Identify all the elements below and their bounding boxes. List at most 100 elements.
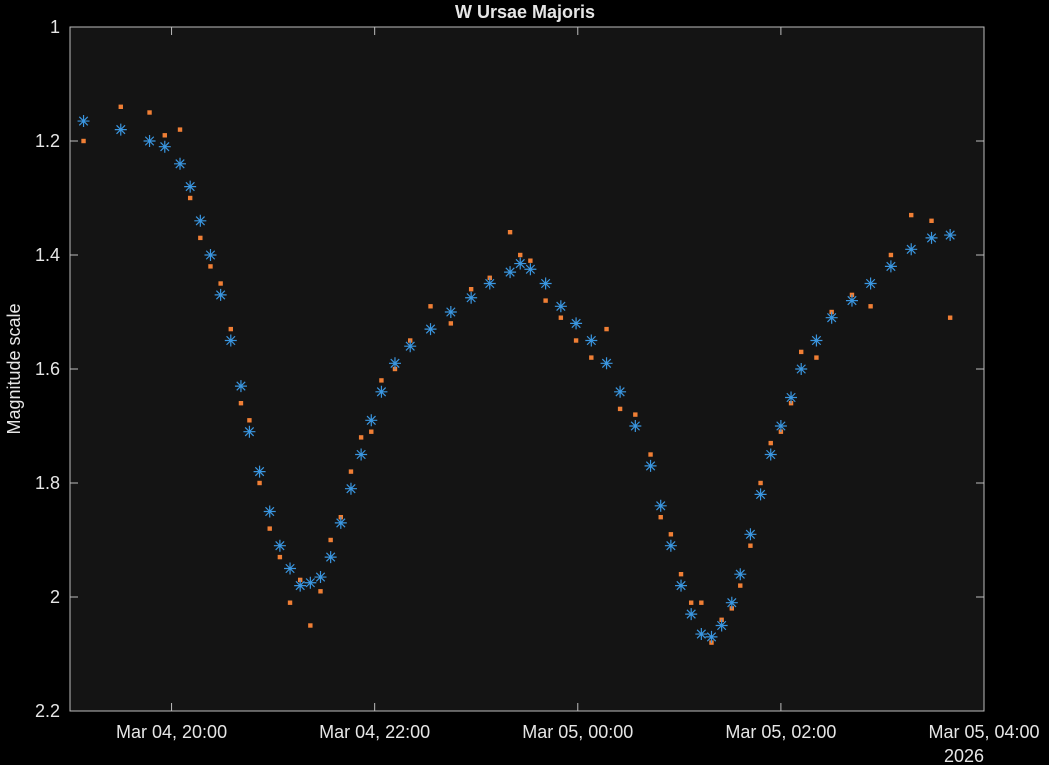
data-point xyxy=(944,229,957,242)
data-point xyxy=(768,440,773,446)
data-point xyxy=(748,543,753,548)
data-point xyxy=(754,488,767,501)
data-point xyxy=(277,554,283,560)
data-point xyxy=(355,448,368,461)
data-point xyxy=(888,252,894,258)
data-point xyxy=(810,334,823,347)
data-point xyxy=(348,469,354,474)
data-point xyxy=(187,195,193,201)
data-point xyxy=(884,260,897,273)
data-point xyxy=(214,288,227,301)
y-tick-label: 2.2 xyxy=(35,701,60,721)
data-point xyxy=(668,532,674,537)
data-point xyxy=(162,133,167,138)
data-point xyxy=(114,123,127,136)
data-point xyxy=(273,539,286,552)
data-point xyxy=(284,562,297,575)
data-point xyxy=(744,528,757,541)
data-point xyxy=(543,298,548,303)
data-point xyxy=(228,326,233,332)
data-point xyxy=(524,263,537,276)
data-point xyxy=(633,412,638,417)
data-point xyxy=(365,414,378,427)
data-point xyxy=(604,326,609,332)
data-point xyxy=(257,480,262,486)
x-tick-label: Mar 04, 20:00 xyxy=(116,722,227,742)
data-point xyxy=(267,526,272,531)
y-tick-label: 1.2 xyxy=(35,131,60,151)
data-point xyxy=(614,385,627,398)
data-point xyxy=(218,281,223,286)
data-point xyxy=(507,230,513,235)
x-tick-label: Mar 05, 04:00 xyxy=(928,722,1039,742)
data-point xyxy=(825,311,838,324)
data-point xyxy=(444,306,457,318)
data-point xyxy=(198,235,203,241)
data-point xyxy=(428,304,433,309)
data-point xyxy=(573,338,579,343)
data-point xyxy=(238,401,244,406)
data-point xyxy=(158,140,171,153)
data-point xyxy=(143,135,156,147)
data-point xyxy=(814,355,819,360)
x-tick-label: Mar 05, 02:00 xyxy=(725,722,836,742)
data-point xyxy=(589,355,594,360)
data-point xyxy=(224,334,237,347)
data-point xyxy=(204,249,217,261)
data-point xyxy=(318,589,323,594)
data-point xyxy=(81,138,86,144)
y-tick-label: 1.4 xyxy=(35,245,60,265)
data-point xyxy=(764,448,777,461)
data-point xyxy=(375,385,388,398)
data-point xyxy=(379,378,384,383)
data-point xyxy=(554,300,567,313)
x-tick-label: Mar 05, 00:00 xyxy=(522,722,633,742)
data-point xyxy=(685,608,698,621)
data-point xyxy=(234,380,247,393)
data-point xyxy=(504,266,517,279)
data-point xyxy=(314,571,327,584)
data-point xyxy=(675,579,688,592)
x-tick-label: Mar 04, 22:00 xyxy=(319,722,430,742)
data-point xyxy=(118,104,123,109)
data-point xyxy=(600,357,613,370)
y-axis-label: Magnitude scale xyxy=(4,303,24,434)
data-point xyxy=(905,243,918,256)
y-tick-label: 1.8 xyxy=(35,473,60,493)
chart-title: W Ursae Majoris xyxy=(455,2,595,22)
data-point xyxy=(758,480,763,486)
data-point xyxy=(648,452,653,457)
data-point xyxy=(177,127,183,132)
data-point xyxy=(785,391,798,404)
data-point xyxy=(518,252,523,258)
data-point xyxy=(688,600,694,605)
data-point xyxy=(738,583,743,588)
y-tick-label: 1.6 xyxy=(35,359,60,379)
data-point xyxy=(585,334,598,347)
data-point xyxy=(629,420,642,432)
data-point xyxy=(388,357,401,370)
data-point xyxy=(424,323,437,336)
x-year-label: 2026 xyxy=(944,746,984,765)
data-point xyxy=(304,576,317,589)
data-point xyxy=(147,110,152,115)
data-point xyxy=(617,406,623,412)
data-point xyxy=(344,482,357,495)
data-point xyxy=(795,363,808,375)
data-point xyxy=(483,277,496,290)
data-point xyxy=(263,505,276,518)
data-point xyxy=(799,349,804,355)
data-point xyxy=(287,600,293,605)
data-point xyxy=(334,516,347,529)
data-point xyxy=(404,340,417,353)
data-point xyxy=(194,214,207,227)
data-point xyxy=(465,291,478,304)
y-tick-label: 1 xyxy=(50,17,60,37)
data-point xyxy=(664,539,677,552)
data-point xyxy=(247,418,252,423)
data-point xyxy=(868,304,873,309)
data-point xyxy=(734,568,747,581)
data-point xyxy=(845,294,858,307)
data-point xyxy=(528,258,533,263)
